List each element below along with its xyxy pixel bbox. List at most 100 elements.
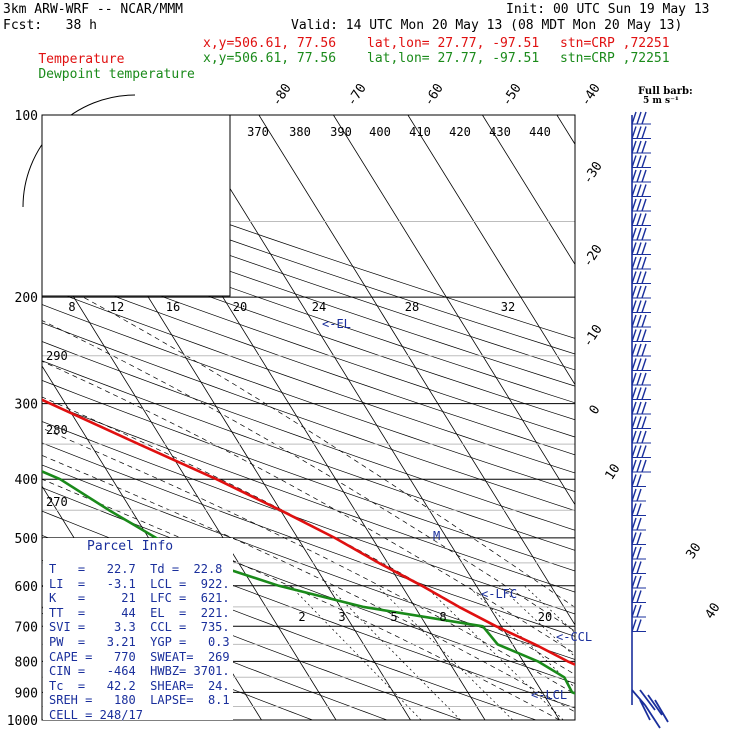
dry-adiabat [42,251,575,438]
dry-adiabat [42,203,575,387]
dry-adiabat [42,219,575,404]
wind-barb [631,140,637,154]
wind-barb [641,271,647,284]
wind-barb [636,227,642,241]
isotherm-line [407,115,575,386]
dry-adiabat [42,187,575,371]
wind-barb [636,575,642,589]
wind-barb [636,256,642,270]
wind-key-title: Full barb: [638,86,693,97]
parcel-info-row: PW = 3.21 YGP = 0.3 [49,635,230,649]
mixing-ratio-label: 8 [68,300,75,314]
isotherm-line [333,115,575,506]
dry-adiabat [42,487,575,684]
wind-barb [631,503,637,516]
wind-barb [641,445,647,458]
wind-barb [641,184,647,197]
dry-adiabat [42,304,575,493]
wind-barb [636,474,642,487]
wind-barb [631,285,637,299]
mixing-ratio-label: 12 [110,300,124,314]
wind-barb [631,445,637,458]
isotherm-label: -60 [421,81,446,109]
wind-barb [636,271,642,284]
wind-barb [631,227,637,241]
parcel-info-row: SREH = 180 LAPSE= 8.1 [49,693,230,708]
mixing-ratio-label: 32 [501,300,515,314]
wind-barb [641,401,647,415]
wind-barbs [631,111,669,729]
theta-label: 390 [330,125,352,139]
wind-barb [631,532,637,545]
wind-barb [631,387,637,400]
wind-barb [636,198,642,212]
wind-barb [631,242,637,255]
wind-barb [641,358,647,371]
parcel-info-row: CAPE = 770 SWEAT= 269 [49,649,230,664]
mixing-ratio-label: 5 [390,610,397,624]
isotherm-label: -30 [580,159,605,187]
wind-barb [636,503,642,516]
dry-adiabat [42,612,314,720]
temperature-latlon: lat,lon= 27.77, -97.51 [367,36,540,51]
moist-adiabat [42,360,575,655]
marker-m: M [433,529,440,543]
wind-barb [631,126,637,139]
isotherm-line [184,115,560,720]
wind-barb [641,314,647,328]
init-time: Init: 00 UTC Sun 19 May 13 [506,2,710,17]
wind-barb [636,604,642,618]
wind-barb [641,213,647,226]
pressure-tick-label: 100 [15,109,38,124]
mixing-ratio-line [424,585,564,720]
wind-barb [631,416,637,429]
wind-barb [631,517,637,531]
wind-barb [636,459,642,473]
theta-label: 430 [489,125,511,139]
marker-lcl: <-LCL [531,688,567,702]
wind-barb [641,430,647,444]
wind-barb [641,372,647,386]
wind-barb [636,300,642,313]
wind-barb [636,401,642,415]
wind-barb [631,300,637,313]
wind-barb [641,256,647,270]
dry-adiabat [42,235,575,421]
mixing-ratio-label: 20 [233,300,247,314]
wind-barb [636,329,642,342]
dewpoint-legend-label: Dewpoint temperature [38,67,195,82]
isotherm-label: 30 [684,540,705,561]
theta-label: 410 [409,125,431,139]
theta-label: 400 [369,125,391,139]
parcel-info-row: CELL = 248/17 [49,708,143,722]
parcel-info-row: LI = -3.1 LCL = 922. [49,576,230,591]
theta-label-left: 270 [46,495,68,509]
dry-adiabat [42,360,575,551]
wind-barb [631,256,637,270]
marker-el: <-EL [322,317,351,331]
temperature-profile [42,398,575,667]
mixing-ratio-line [327,585,461,720]
wind-barb [631,271,637,284]
mixing-ratio-line [376,585,513,720]
isotherm-line [482,115,575,266]
parcel-info-row: T = 22.7 Td = 22.8 [49,562,223,576]
wind-barb-cluster [631,689,669,729]
wind-barb [636,126,642,139]
wind-barb [631,213,637,226]
wind-barb [641,155,647,168]
parcel-info-row: K = 21 LFC = 621. [49,591,230,606]
wind-barb [636,546,642,560]
parcel-info-panel: Parcel Info T = 22.7 Td = 22.8 LI = -3.1 … [43,538,233,722]
wind-barb [641,242,647,255]
theta-label: 380 [289,125,311,139]
wind-barb [631,372,637,386]
wind-barb [631,590,637,603]
valid-time: Valid: 14 UTC Mon 20 May 13 (08 MDT Mon … [291,18,683,33]
wind-barb [641,198,647,212]
dewpoint-xy: x,y=506.61, 77.56 [203,51,337,66]
wind-barb [641,343,647,357]
forecast-hour: Fcst: 38 h [3,18,97,33]
wind-barb [641,329,647,342]
